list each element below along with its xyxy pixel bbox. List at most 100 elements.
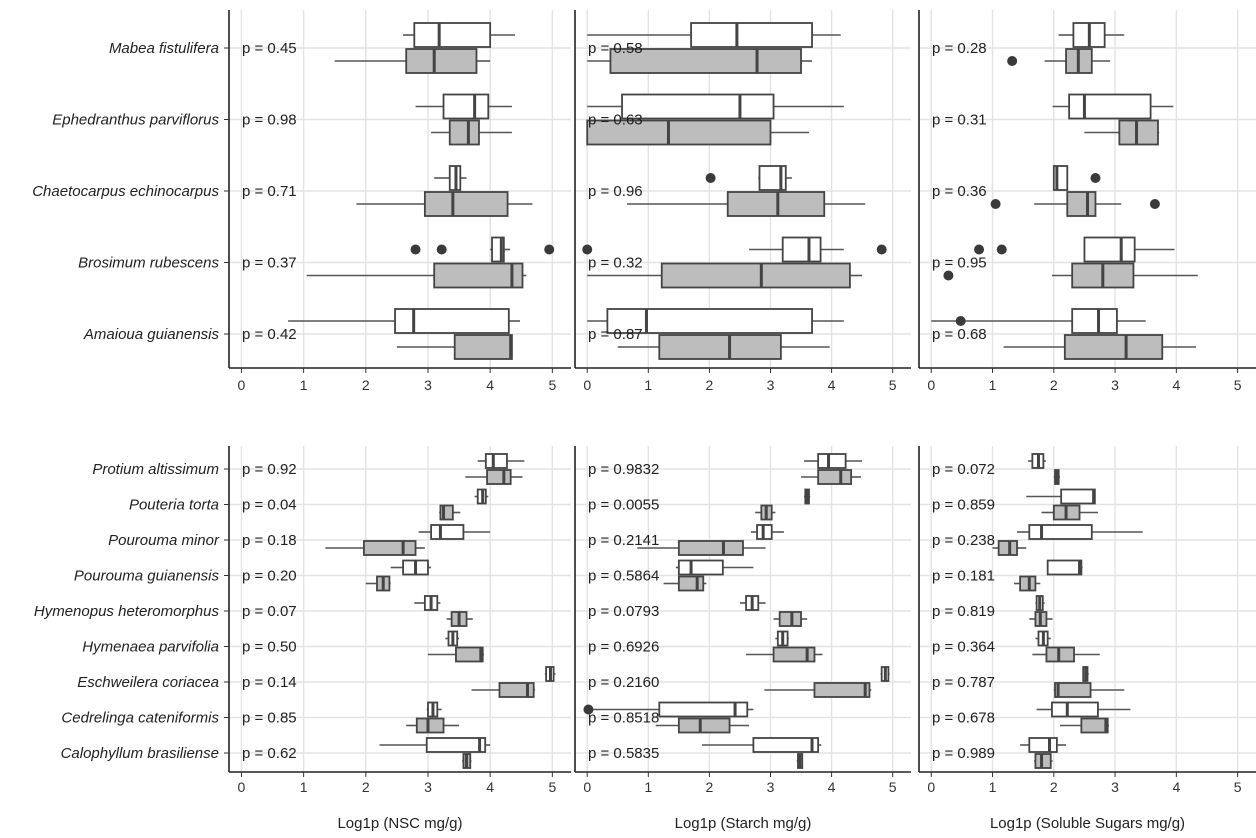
outlier-point: [996, 244, 1007, 255]
species-label: Calophyllum brasiliense: [61, 745, 219, 762]
box-iqr: [425, 737, 487, 753]
x-tick-label: 3: [1111, 377, 1119, 393]
box-iqr: [606, 308, 813, 334]
outlier-point: [1090, 173, 1101, 183]
outlier-point: [705, 173, 716, 183]
p-value-label: p = 0.36: [932, 183, 987, 200]
x-tick-label: 4: [1172, 779, 1180, 795]
p-value-label: p = 0.819: [932, 603, 995, 620]
box-iqr: [658, 334, 782, 360]
box-iqr: [1028, 737, 1058, 753]
x-tick-label: 2: [706, 377, 714, 393]
x-tick-label: 5: [1234, 377, 1242, 393]
box-iqr: [677, 540, 744, 556]
box-iqr: [448, 119, 480, 146]
box-iqr: [752, 737, 820, 753]
box-iqr: [1019, 575, 1037, 592]
p-value-label: p = 0.98: [242, 112, 297, 129]
box-iqr: [781, 236, 822, 263]
outlier-point: [990, 199, 1001, 209]
x-tick-label: 4: [1172, 377, 1180, 393]
box-iqr: [609, 48, 802, 74]
box-iqr: [394, 308, 510, 334]
box-iqr: [772, 646, 816, 663]
x-tick-label: 0: [238, 779, 246, 795]
x-tick-label: 0: [583, 377, 591, 393]
species-label: Brosimum rubescens: [78, 255, 219, 272]
box-iqr: [677, 559, 724, 576]
p-value-label: p = 0.07: [242, 603, 297, 620]
p-value-label: p = 0.28: [932, 40, 987, 57]
x-tick-label: 3: [424, 377, 432, 393]
p-value-label: p = 0.68: [932, 326, 987, 343]
p-value-label: p = 0.58: [588, 40, 643, 57]
x-tick-label: 3: [1111, 779, 1119, 795]
x-tick-label: 5: [548, 377, 556, 393]
box-iqr: [363, 540, 417, 556]
species-label: Chaetocarpus echinocarpus: [32, 183, 219, 200]
box-iqr: [1046, 559, 1083, 576]
p-value-label: p = 0.8518: [588, 710, 659, 727]
p-value-label: p = 0.0793: [588, 603, 659, 620]
p-value-label: p = 0.2160: [588, 674, 659, 691]
outlier-point: [1149, 199, 1160, 209]
box-iqr: [442, 93, 490, 120]
x-tick-label: 5: [1234, 779, 1242, 795]
box-iqr: [1054, 682, 1092, 698]
box-iqr: [997, 540, 1018, 556]
box-iqr: [690, 22, 813, 48]
p-value-label: p = 0.20: [242, 568, 297, 585]
p-value-label: p = 0.6926: [588, 639, 659, 656]
p-value-label: p = 0.62: [242, 745, 297, 762]
box-iqr: [1080, 717, 1109, 734]
box-iqr: [484, 453, 508, 469]
box-iqr: [1051, 701, 1099, 718]
box-iqr: [1045, 646, 1075, 663]
box-iqr: [405, 48, 478, 74]
x-tick-label: 5: [889, 779, 897, 795]
box-iqr: [453, 334, 513, 360]
x-tick-label: 1: [300, 377, 308, 393]
p-value-label: p = 0.364: [932, 639, 995, 656]
p-value-label: p = 0.85: [242, 710, 297, 727]
x-tick-label: 2: [1050, 779, 1058, 795]
x-tick-label: 0: [238, 377, 246, 393]
p-value-label: p = 0.37: [242, 255, 297, 272]
p-value-label: p = 0.18: [242, 532, 297, 549]
x-tick-label: 4: [486, 779, 494, 795]
x-tick-label: 0: [583, 779, 591, 795]
box-iqr: [1034, 753, 1052, 769]
outlier-point: [436, 244, 447, 255]
p-value-label: p = 0.0055: [588, 497, 659, 514]
p-value-label: p = 0.072: [932, 461, 995, 478]
x-axis-title: Log1p (Starch mg/g): [675, 815, 812, 832]
x-tick-label: 2: [362, 377, 370, 393]
x-tick-label: 3: [424, 779, 432, 795]
x-tick-label: 2: [1050, 377, 1058, 393]
box-iqr: [677, 717, 731, 734]
x-tick-label: 5: [889, 377, 897, 393]
species-label: Mabea fistulifera: [109, 40, 219, 57]
box-iqr: [498, 682, 535, 698]
p-value-label: p = 0.678: [932, 710, 995, 727]
x-tick-label: 1: [300, 779, 308, 795]
outlier-point: [876, 244, 887, 255]
box-iqr: [658, 701, 749, 718]
p-value-label: p = 0.04: [242, 497, 297, 514]
p-value-label: p = 0.2141: [588, 532, 659, 549]
species-label: Pourouma guianensis: [74, 568, 220, 585]
species-label: Pouteria torta: [129, 497, 219, 514]
p-value-label: p = 0.989: [932, 745, 995, 762]
x-tick-label: 4: [486, 377, 494, 393]
p-value-label: p = 0.92: [242, 461, 297, 478]
p-value-label: p = 0.5835: [588, 745, 659, 762]
box-iqr: [1083, 236, 1136, 263]
box-iqr: [726, 191, 826, 217]
box-iqr: [433, 262, 524, 289]
p-value-label: p = 0.32: [588, 255, 643, 272]
outlier-point: [955, 316, 966, 326]
p-value-label: p = 0.45: [242, 40, 297, 57]
outlier-point: [582, 244, 593, 255]
species-label: Amaioua guianensis: [83, 326, 220, 343]
